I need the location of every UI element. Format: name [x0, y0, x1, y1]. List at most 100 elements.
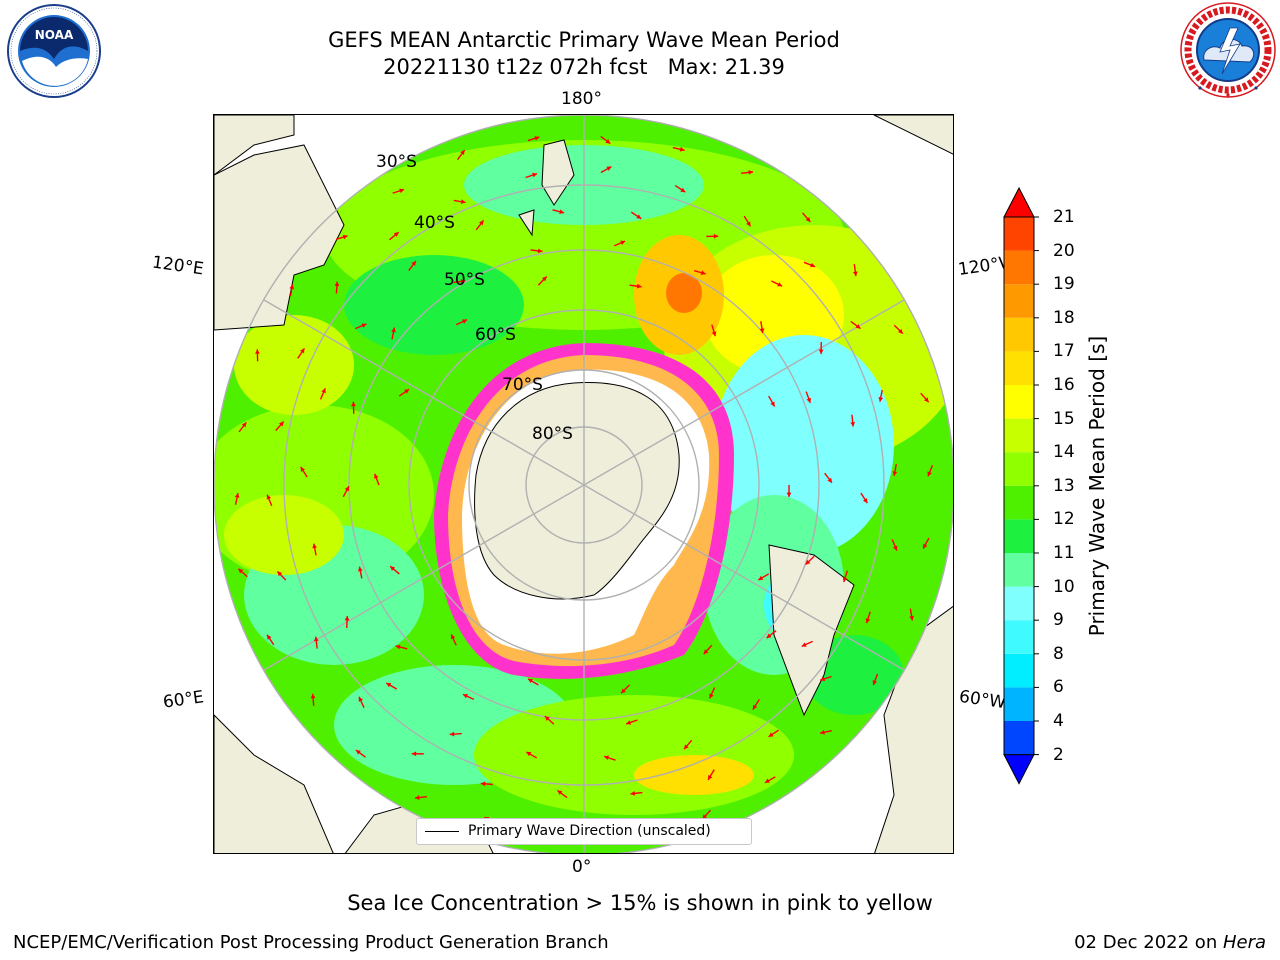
lon-label-0: 0° — [572, 857, 592, 877]
wave-arrow-head — [344, 486, 349, 492]
wave-arrow-head — [355, 750, 361, 755]
wave-arrow-head — [700, 270, 706, 276]
wave-arrow-head — [532, 172, 538, 178]
graticule — [214, 115, 953, 853]
wave-arrow-head — [768, 732, 774, 737]
wave-arrow-head — [924, 397, 929, 403]
colorbar-tick-label: 16 — [1053, 375, 1075, 395]
colorbar-tick-label: 20 — [1053, 240, 1075, 261]
wave-arrow-head — [680, 187, 686, 193]
wave-arrow-head — [805, 217, 811, 222]
colorbar-segment — [1004, 485, 1034, 520]
legend-line-sample — [425, 831, 459, 832]
wave-arrow-head — [709, 693, 714, 699]
wave-arrow-head — [892, 545, 898, 551]
wave-arrow-head — [702, 814, 708, 820]
wave-arrow-head — [390, 566, 396, 571]
wave-arrow-head — [810, 262, 816, 268]
wave-arrow-head — [872, 680, 878, 686]
wave-arrow-head — [748, 170, 754, 175]
wave-arrow-head — [526, 751, 532, 757]
colorbar-tick-label: 6 — [1053, 677, 1064, 698]
wave-arrow-head — [923, 543, 928, 549]
wave-arrow-head — [460, 150, 465, 156]
wave-arrow-head — [480, 781, 486, 787]
wave-arrow-head — [399, 188, 405, 194]
colorbar-under-arrow — [1003, 754, 1035, 785]
wave-arrow-head — [255, 349, 260, 354]
wave-arrow-head — [266, 494, 272, 500]
footer-host: Hera — [1222, 932, 1266, 953]
wave-arrow-head — [414, 795, 420, 800]
wave-arrow-head — [820, 729, 825, 735]
wave-arrow-head — [764, 778, 770, 783]
wave-arrow-head — [238, 568, 244, 574]
wave-arrow-head — [621, 688, 626, 694]
wave-arrow-head — [865, 618, 871, 624]
colorbar-segment — [1004, 452, 1034, 486]
colorbar-tick-label: 9 — [1053, 610, 1064, 631]
wave-arrow-head — [411, 751, 417, 757]
wave-arrow-head — [450, 634, 456, 640]
wave-arrow-head — [386, 682, 392, 688]
wave-arrow-head — [351, 401, 356, 407]
colorbar-tick-label: 10 — [1053, 576, 1075, 597]
wave-arrow-head — [241, 422, 247, 428]
colorbar-tick-label: 4 — [1053, 711, 1064, 731]
wave-arrow-head — [300, 466, 306, 472]
lat-label-60s: 60°S — [475, 325, 516, 345]
colorbar-segment — [1004, 721, 1034, 755]
colorbar-segment — [1004, 620, 1034, 654]
wave-arrow-head — [746, 221, 751, 227]
wave-arrow-head — [289, 284, 295, 290]
wave-arrow-head — [752, 704, 758, 710]
wave-arrow-head — [909, 615, 914, 621]
wave-arrow-head — [391, 327, 396, 333]
colorbar-tick-label: 2 — [1053, 744, 1064, 765]
colorbar-segment — [1004, 418, 1034, 453]
wave-arrow-head — [557, 790, 563, 795]
colorbar-tick-label: 11 — [1053, 543, 1075, 563]
wave-arrow-head — [559, 209, 565, 215]
wave-arrow-head — [801, 642, 807, 647]
wave-arrow-head — [862, 498, 868, 504]
lat-label-30s: 30°S — [376, 152, 417, 172]
lon-label-60e: 60°E — [161, 687, 206, 713]
wave-arrow-head — [361, 323, 367, 328]
colorbar-tick-label: 19 — [1053, 274, 1075, 295]
wave-arrow-head — [321, 388, 326, 394]
colorbar-segment — [1004, 553, 1034, 587]
colorbar-label: Primary Wave Mean Period [s] — [1085, 335, 1109, 637]
lon-label-120e: 120°E — [150, 252, 205, 280]
wave-arrow-head — [462, 319, 468, 324]
wave-arrow-head — [411, 260, 416, 266]
wave-arrow-head — [313, 636, 319, 642]
colorbar-tick-label: 18 — [1053, 307, 1075, 328]
wave-arrow-head — [478, 220, 484, 226]
wave-arrow-head — [527, 678, 533, 684]
wave-arrow-head — [544, 716, 550, 721]
wave-arrow-head — [636, 214, 642, 219]
lat-label-40s: 40°S — [414, 213, 455, 233]
wave-arrow-head — [852, 271, 858, 277]
wave-arrow-head — [344, 615, 350, 621]
wave-arrow-head — [605, 139, 611, 144]
wave-arrow-head — [300, 348, 305, 354]
nws-logo — [1180, 2, 1276, 98]
wave-arrow-head — [334, 281, 340, 287]
colorbar-segment — [1004, 250, 1034, 285]
map-panel — [213, 114, 954, 854]
sea-ice-note: Sea Ice Concentration > 15% is shown in … — [347, 891, 933, 915]
colorbar-segment — [1004, 385, 1034, 419]
colorbar-tick-label: 13 — [1053, 475, 1075, 496]
wave-arrow-head — [310, 693, 316, 699]
wave-arrow-head — [449, 731, 455, 737]
wave-arrow-head — [606, 166, 612, 171]
colorbar-segment — [1004, 653, 1034, 688]
wave-arrow-head — [759, 328, 765, 334]
wave-arrow-head — [604, 755, 610, 761]
wave-arrow-head — [818, 349, 824, 355]
wave-arrow-head — [758, 575, 764, 580]
wave-arrow-head — [898, 328, 903, 334]
colorbar-tick-label: 14 — [1053, 442, 1075, 463]
